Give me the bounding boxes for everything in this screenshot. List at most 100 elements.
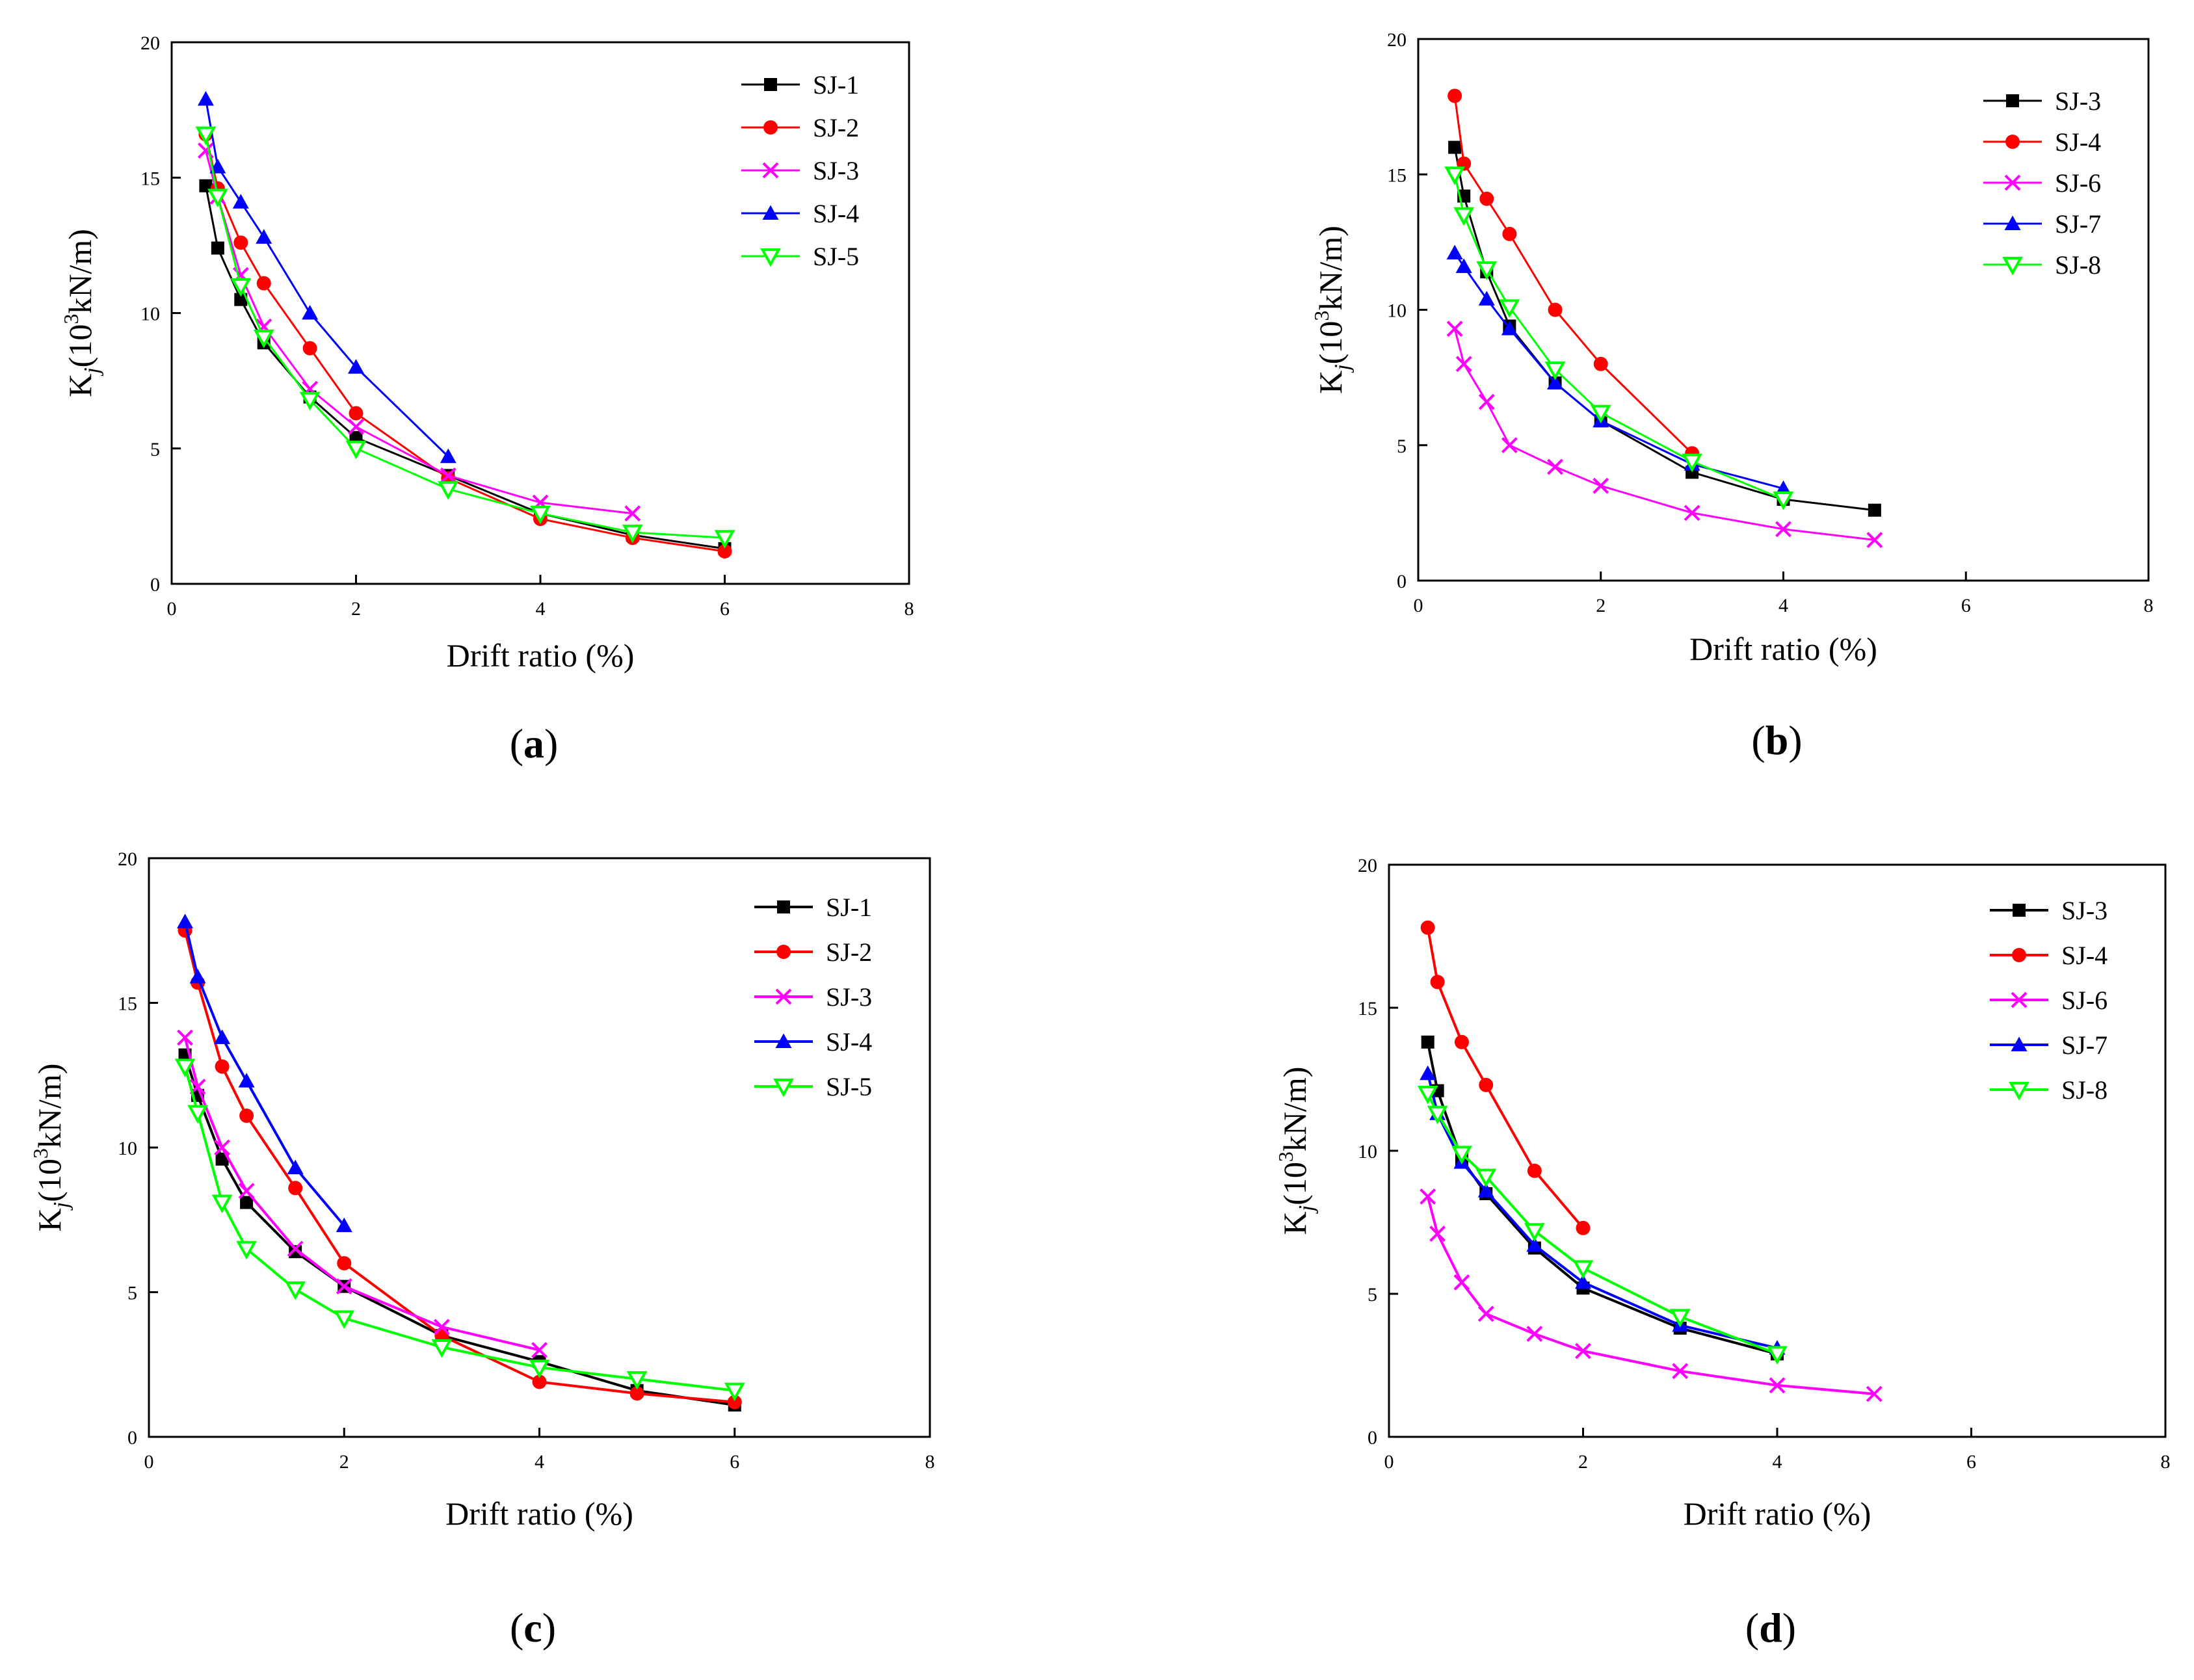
- x-tick-label: 8: [2144, 595, 2154, 616]
- legend-label: SJ-3: [2055, 86, 2101, 116]
- data-point: [287, 1159, 304, 1175]
- legend-label: SJ-7: [2061, 1030, 2108, 1060]
- panel-label-open: (: [510, 720, 523, 767]
- data-point: [1479, 191, 1494, 206]
- data-point: [1590, 404, 1611, 424]
- data-point: [1682, 453, 1703, 473]
- data-point: [256, 229, 272, 244]
- series-sj-6: [1446, 321, 1883, 548]
- panel-label-open: (: [1751, 717, 1765, 763]
- data-point: [1547, 458, 1563, 475]
- chart-panel-a: 0 2 4 6 8 0 5 10 15 20 Drift ratio (%) Kj(103kN/m) S…: [59, 33, 914, 767]
- data-point: [1593, 356, 1608, 371]
- data-point: [236, 1240, 258, 1260]
- legend: SJ-1 SJ-2 SJ-3 SJ-4 SJ-5: [754, 893, 872, 1101]
- y-axis-symbol: K: [1276, 1211, 1313, 1235]
- data-point: [1527, 1163, 1542, 1178]
- data-point: [1548, 302, 1563, 317]
- data-point: [239, 1109, 254, 1123]
- y-axis-unit-open: (10: [1312, 321, 1349, 365]
- data-point: [349, 406, 363, 421]
- data-point: [1430, 975, 1445, 990]
- y-tick-label: 5: [127, 1283, 137, 1304]
- legend-label: SJ-2: [826, 938, 872, 967]
- data-point: [438, 481, 459, 500]
- data-point: [288, 1181, 303, 1196]
- data-point: [1575, 1343, 1591, 1359]
- legend: SJ-3 SJ-4 SJ-6 SJ-7 SJ-8: [1990, 896, 2108, 1105]
- panel-label-letter: a: [523, 720, 544, 767]
- legend-marker: [2002, 257, 2023, 276]
- data-point: [1572, 1260, 1594, 1280]
- data-point: [334, 1310, 355, 1330]
- y-tick-label: 15: [1358, 998, 1377, 1019]
- x-tick-label: 2: [351, 598, 361, 620]
- data-point: [1775, 480, 1791, 495]
- y-tick-label: 20: [1358, 855, 1377, 876]
- data-point: [256, 276, 271, 291]
- data-point: [1454, 1034, 1469, 1049]
- legend-marker: [775, 988, 792, 1005]
- data-point: [530, 505, 551, 525]
- data-point: [622, 524, 643, 544]
- data-point: [209, 159, 226, 174]
- legend-marker: [773, 1079, 794, 1097]
- series-line: [204, 134, 725, 553]
- legend: SJ-1 SJ-2 SJ-3 SJ-4 SJ-5: [741, 70, 859, 271]
- series-line: [204, 185, 725, 550]
- legend-marker: [762, 205, 779, 220]
- data-point: [1478, 291, 1495, 306]
- y-tick-label: 5: [1368, 1284, 1377, 1306]
- y-axis-unit-open: (10: [62, 324, 98, 368]
- series-line: [183, 930, 735, 1404]
- chart-panel-d: 0 2 4 6 8 0 5 10 15 20 Drift ratio (%) Kj(103kN/m) S…: [1274, 855, 2171, 1651]
- legend-marker: [776, 945, 791, 959]
- data-point: [626, 1371, 648, 1390]
- legend: SJ-3 SJ-4 SJ-6 SJ-7 SJ-8: [1983, 86, 2101, 280]
- data-point: [1544, 361, 1566, 380]
- data-point: [1524, 1223, 1545, 1242]
- panel-label-close: ): [542, 1605, 556, 1651]
- data-point: [1446, 244, 1463, 260]
- data-point: [187, 1105, 208, 1124]
- data-point: [1420, 1065, 1436, 1081]
- data-point: [230, 278, 252, 297]
- y-axis-title: Kj(103kN/m): [1274, 1067, 1319, 1235]
- series-sj-6: [1420, 1188, 1883, 1402]
- x-tick-label: 2: [339, 1451, 349, 1473]
- x-tick-label: 6: [720, 598, 730, 620]
- data-point: [1526, 1326, 1543, 1343]
- x-tick-label: 4: [535, 1451, 544, 1473]
- data-point: [532, 1374, 547, 1389]
- data-point: [724, 1382, 745, 1402]
- data-point: [238, 1073, 255, 1088]
- y-axis-subscript: j: [1295, 1205, 1319, 1214]
- data-point: [1447, 88, 1462, 103]
- data-point: [215, 1059, 230, 1074]
- data-point: [1421, 1035, 1434, 1049]
- legend-marker: [777, 900, 790, 913]
- data-point: [232, 194, 249, 209]
- series-line: [1453, 328, 1875, 542]
- y-axis-symbol: K: [31, 1208, 68, 1231]
- y-tick-label: 20: [140, 33, 160, 54]
- data-point: [240, 1196, 254, 1209]
- y-tick-label: 0: [1397, 571, 1407, 592]
- data-point: [1576, 1220, 1591, 1235]
- legend-label: SJ-5: [813, 242, 859, 271]
- legend-label: SJ-1: [826, 893, 872, 922]
- legend-marker: [760, 248, 781, 267]
- legend-marker: [764, 78, 777, 91]
- x-tick-label: 6: [1961, 595, 1971, 616]
- x-tick-label: 8: [2161, 1451, 2171, 1473]
- y-axis-superscript: 3: [29, 1148, 52, 1159]
- data-point: [195, 126, 217, 146]
- data-point: [337, 1256, 352, 1270]
- data-point: [302, 305, 319, 320]
- panel-label-open: (: [510, 1605, 523, 1651]
- legend-marker: [2004, 215, 2021, 230]
- data-point: [1475, 1168, 1497, 1188]
- legend-marker: [763, 120, 778, 135]
- y-axis-superscript: 3: [59, 314, 83, 324]
